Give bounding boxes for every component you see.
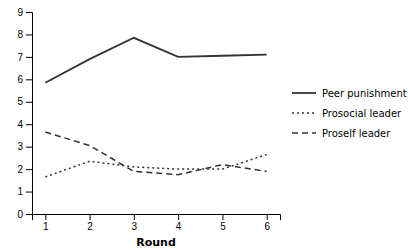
x-tick-mark: [222, 214, 223, 220]
y-tick-label: 8: [17, 29, 23, 40]
series-line: [45, 132, 266, 175]
legend-item: Peer punishment: [292, 88, 407, 99]
x-tick-label: 1: [43, 221, 49, 232]
y-tick: 6: [17, 74, 32, 85]
x-tick: 1: [43, 214, 49, 232]
x-tick-label: 5: [220, 221, 226, 232]
y-tick-mark: [26, 214, 32, 215]
x-tick: 6: [264, 214, 270, 232]
lines: [45, 38, 266, 177]
y-axis: 0 1 2 3 4 5 6 7 8 9: [17, 7, 32, 220]
y-tick: 1: [17, 186, 32, 197]
x-tick-mark: [178, 214, 179, 220]
y-tick: 2: [17, 164, 32, 175]
y-tick-label: 9: [17, 7, 23, 18]
y-tick-label: 6: [17, 74, 23, 85]
y-tick-mark: [26, 12, 32, 13]
y-tick-mark: [26, 79, 32, 80]
x-tick-label: 2: [87, 221, 93, 232]
legend-label: Proself leader: [322, 128, 391, 139]
y-tick-label: 5: [17, 96, 23, 107]
y-tick-mark: [26, 169, 32, 170]
y-tick: 3: [17, 141, 32, 152]
legend-label: Peer punishment: [322, 88, 407, 99]
series-line: [45, 155, 266, 177]
x-tick-mark: [45, 214, 46, 220]
legend-item: Prosocial leader: [292, 108, 402, 119]
x-tick-label: 6: [264, 221, 270, 232]
y-tick-mark: [26, 147, 32, 148]
series-line: [45, 38, 266, 83]
x-tick: 4: [176, 214, 182, 232]
y-tick-label: 7: [17, 52, 23, 63]
y-tick: 9: [17, 7, 32, 18]
legend-swatch: [292, 132, 316, 134]
x-tick: 3: [132, 214, 138, 232]
x-tick-mark: [90, 214, 91, 220]
plot: 1 2 3 4 5 6 0 1 2 3 4 5 6 7 8 9 Round: [17, 7, 280, 249]
legend-swatch: [292, 112, 316, 114]
y-tick-mark: [26, 124, 32, 125]
x-tick-label: 3: [132, 221, 138, 232]
legend-label: Prosocial leader: [322, 108, 402, 119]
x-tick-label: 4: [176, 221, 182, 232]
y-tick-label: 2: [17, 164, 23, 175]
x-tick-mark: [267, 214, 268, 220]
x-axis: 1 2 3 4 5 6: [33, 214, 281, 232]
y-tick-label: 1: [17, 186, 23, 197]
y-tick-label: 0: [17, 209, 23, 220]
y-tick-mark: [26, 102, 32, 103]
y-axis-line: [26, 13, 33, 215]
y-tick-mark: [26, 34, 32, 35]
y-tick: 5: [17, 96, 32, 107]
y-tick: 7: [17, 52, 32, 63]
y-tick: 4: [17, 119, 32, 130]
y-tick: 0: [17, 209, 32, 220]
y-tick-label: 4: [17, 119, 23, 130]
x-tick: 2: [87, 214, 93, 232]
y-tick-mark: [26, 192, 32, 193]
y-tick: 8: [17, 29, 32, 40]
legend-item: Proself leader: [292, 128, 391, 139]
x-tick-mark: [134, 214, 135, 220]
chart: 1 2 3 4 5 6 0 1 2 3 4 5 6 7 8 9 Round Peer punishment Pros…: [0, 0, 408, 252]
x-axis-title: Round: [136, 236, 176, 249]
y-tick-mark: [26, 57, 32, 58]
legend: Peer punishment Prosocial leader Proself l…: [292, 88, 407, 139]
y-tick-label: 3: [17, 141, 23, 152]
legend-swatch: [292, 92, 316, 94]
x-axis-line: [33, 215, 281, 221]
x-tick: 5: [220, 214, 226, 232]
